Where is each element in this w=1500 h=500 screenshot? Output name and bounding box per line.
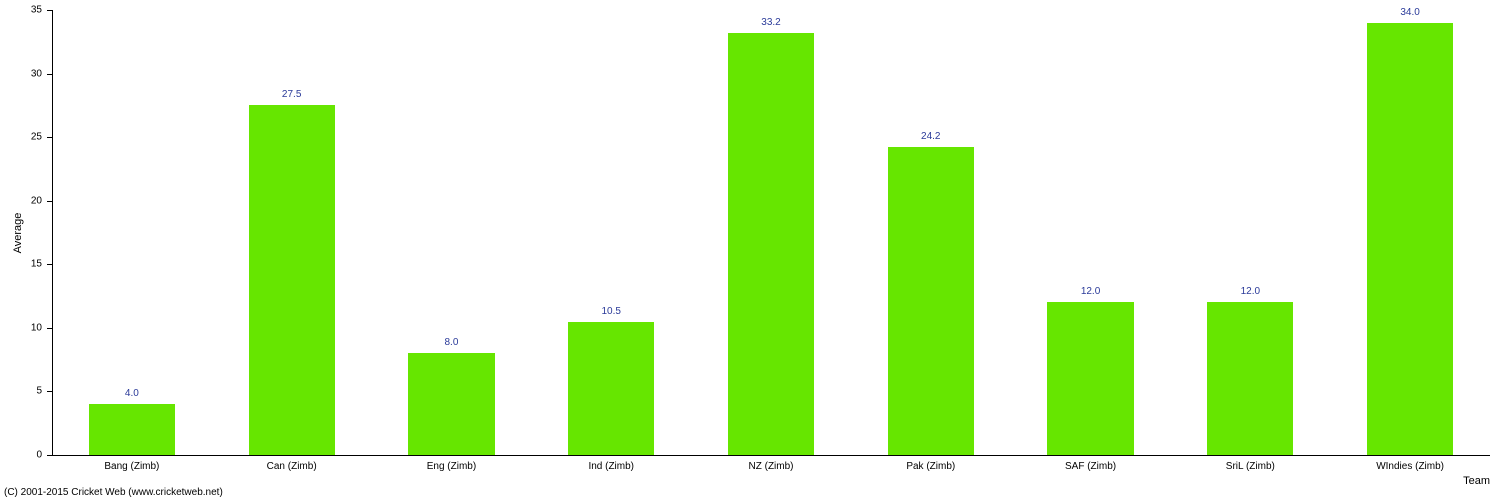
x-tick-label: Pak (Zimb) <box>906 461 955 472</box>
x-tick-label: SriL (Zimb) <box>1226 461 1275 472</box>
bar <box>728 33 814 455</box>
x-axis-title: Team <box>1463 475 1490 487</box>
x-axis-line <box>52 455 1490 456</box>
bar <box>568 322 654 456</box>
x-tick-label: Can (Zimb) <box>267 461 317 472</box>
y-tick <box>47 328 52 329</box>
bar-value-label: 34.0 <box>1400 7 1419 18</box>
x-tick-label: Bang (Zimb) <box>104 461 159 472</box>
bar <box>1367 23 1453 455</box>
bar-value-label: 24.2 <box>921 131 940 142</box>
bar <box>408 353 494 455</box>
y-tick-label: 30 <box>0 68 42 79</box>
y-tick-label: 15 <box>0 259 42 270</box>
x-tick-label: WIndies (Zimb) <box>1376 461 1444 472</box>
y-tick <box>47 264 52 265</box>
bar-value-label: 8.0 <box>444 337 458 348</box>
x-tick-label: Eng (Zimb) <box>427 461 476 472</box>
bar <box>89 404 175 455</box>
x-tick-label: Ind (Zimb) <box>588 461 634 472</box>
bar <box>249 105 335 455</box>
bar-value-label: 12.0 <box>1081 286 1100 297</box>
y-tick-label: 5 <box>0 386 42 397</box>
y-tick-label: 10 <box>0 322 42 333</box>
bar-value-label: 33.2 <box>761 17 780 28</box>
y-tick-label: 35 <box>0 5 42 16</box>
bar-value-label: 12.0 <box>1241 286 1260 297</box>
x-tick-label: NZ (Zimb) <box>749 461 794 472</box>
bar-value-label: 4.0 <box>125 388 139 399</box>
y-axis-line <box>52 10 53 455</box>
bar-value-label: 27.5 <box>282 89 301 100</box>
bar <box>888 147 974 455</box>
chart-container: Average Team 0 5 10 15 20 25 30 35 4.0 27.5 8.0 10… <box>0 0 1500 500</box>
bar <box>1207 302 1293 455</box>
y-tick <box>47 74 52 75</box>
bar <box>1047 302 1133 455</box>
y-axis-title: Average <box>12 212 24 253</box>
y-tick <box>47 201 52 202</box>
y-tick-label: 25 <box>0 132 42 143</box>
y-tick <box>47 137 52 138</box>
y-tick-label: 20 <box>0 195 42 206</box>
copyright-text: (C) 2001-2015 Cricket Web (www.cricketwe… <box>4 487 223 498</box>
y-tick <box>47 10 52 11</box>
x-tick-label: SAF (Zimb) <box>1065 461 1116 472</box>
y-tick-label: 0 <box>0 450 42 461</box>
y-tick <box>47 455 52 456</box>
y-tick <box>47 391 52 392</box>
bar-value-label: 10.5 <box>601 306 620 317</box>
